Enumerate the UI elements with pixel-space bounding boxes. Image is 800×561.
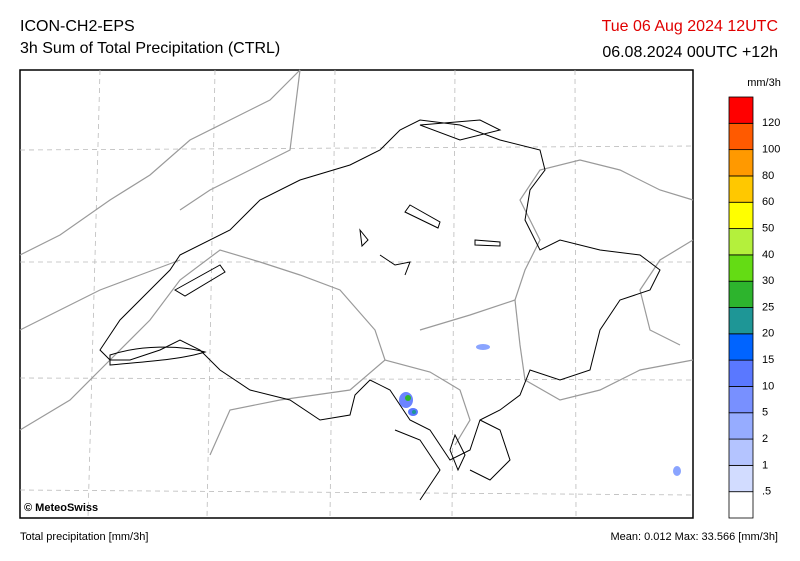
valid-time: Tue 06 Aug 2024 12UTC bbox=[602, 18, 778, 35]
colorbar-swatch bbox=[728, 175, 754, 203]
national-border bbox=[99, 119, 661, 501]
colorbar-label: 120 bbox=[762, 117, 780, 129]
colorbar-label: .5 bbox=[762, 486, 771, 498]
colorbar-label: 25 bbox=[762, 301, 774, 313]
colorbar-swatch bbox=[728, 122, 754, 151]
colorbar-swatch bbox=[728, 307, 754, 335]
run-time: 06.08.2024 00UTC +12h bbox=[602, 44, 778, 61]
colorbar-swatch bbox=[728, 438, 754, 466]
colorbar-label: 2 bbox=[762, 433, 768, 445]
footer-left: Total precipitation [mm/3h] bbox=[20, 531, 148, 543]
colorbar-swatch bbox=[728, 464, 754, 493]
colorbar-label: 5 bbox=[762, 407, 768, 419]
map-frame bbox=[19, 69, 694, 519]
colorbar-swatch bbox=[728, 359, 754, 387]
lakes bbox=[109, 119, 502, 472]
colorbar-swatch bbox=[728, 386, 754, 414]
footer-right: Mean: 0.012 Max: 33.566 [mm/3h] bbox=[610, 531, 778, 543]
credit: © MeteoSwiss bbox=[24, 502, 98, 514]
map: © MeteoSwiss bbox=[19, 69, 694, 519]
colorbar-swatch bbox=[728, 149, 754, 177]
colorbar-swatch bbox=[728, 491, 754, 519]
colorbar-label: 30 bbox=[762, 275, 774, 287]
colorbar-swatch bbox=[728, 201, 754, 229]
borders bbox=[19, 69, 694, 456]
colorbar-label: 80 bbox=[762, 170, 774, 182]
colorbar-swatch bbox=[728, 333, 754, 361]
colorbar-label: 50 bbox=[762, 222, 774, 234]
product-title: 3h Sum of Total Precipitation (CTRL) bbox=[20, 40, 280, 57]
colorbar-label: 10 bbox=[762, 380, 774, 392]
precipitation bbox=[399, 344, 681, 476]
colorbar-swatch bbox=[728, 280, 754, 308]
colorbar-swatch bbox=[728, 412, 754, 440]
colorbar-label: 60 bbox=[762, 196, 774, 208]
colorbar-label: 1 bbox=[762, 459, 768, 471]
colorbar-label: 40 bbox=[762, 249, 774, 261]
colorbar-swatch bbox=[728, 96, 754, 124]
colorbar-swatch bbox=[728, 254, 754, 282]
colorbar-unit: mm/3h bbox=[747, 77, 781, 89]
model-title: ICON-CH2-EPS bbox=[20, 18, 135, 35]
colorbar-label: 20 bbox=[762, 328, 774, 340]
colorbar-label: 15 bbox=[762, 354, 774, 366]
colorbar-swatch bbox=[728, 228, 754, 256]
colorbar-label: 100 bbox=[762, 144, 780, 156]
